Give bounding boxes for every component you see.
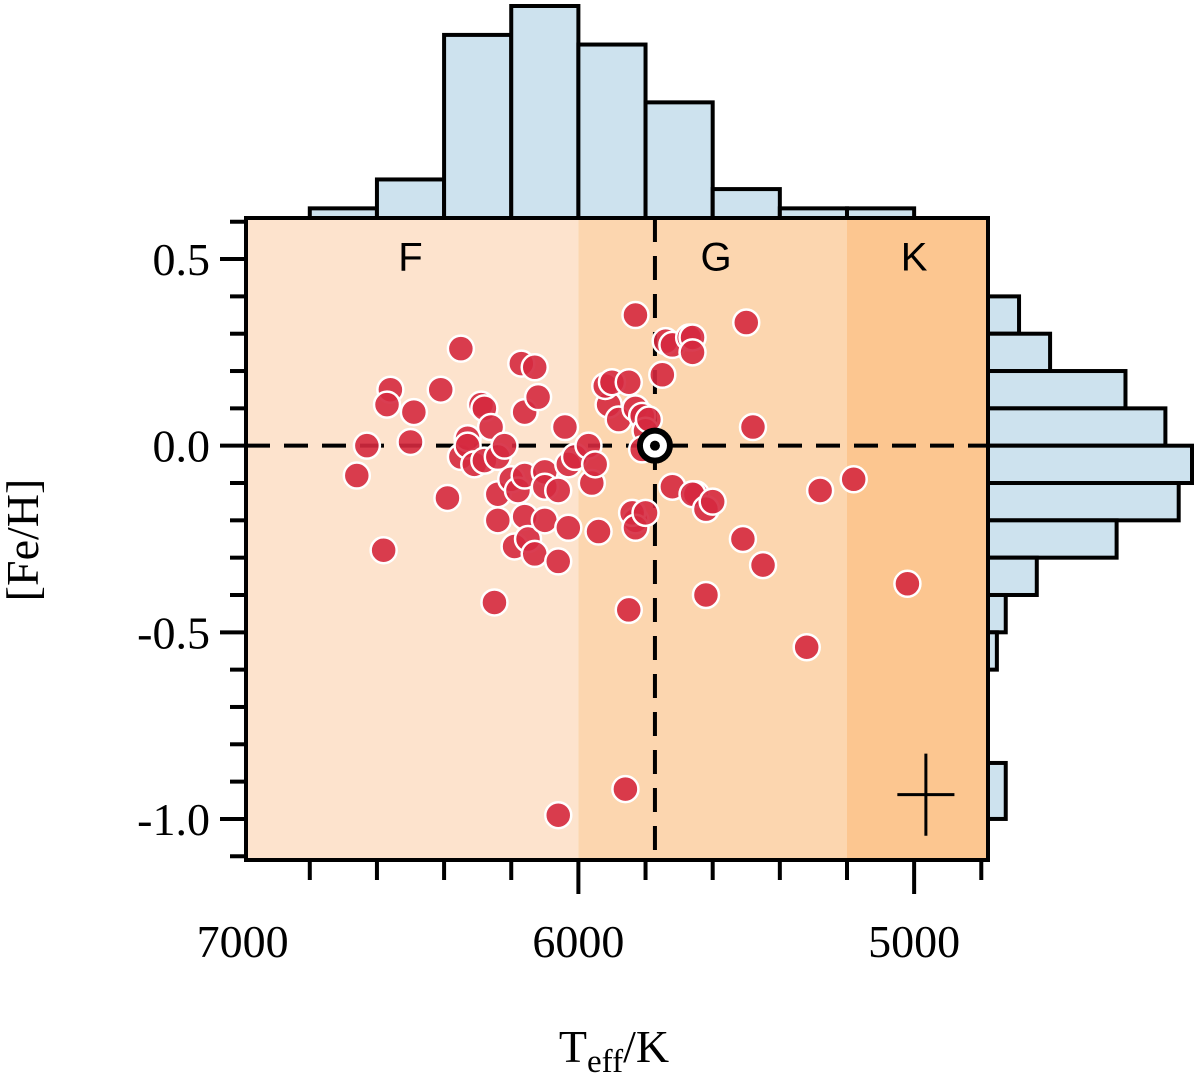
- feh-histogram-bar: [986, 406, 1168, 448]
- x-axis-label-sub: eff: [587, 1044, 623, 1078]
- x-tick-label: 5000: [868, 916, 960, 967]
- feh-histogram-bar: [986, 331, 1053, 374]
- star-point: [342, 461, 372, 490]
- x-tick-label: 6000: [532, 916, 624, 967]
- typical-error-bar: [897, 753, 955, 836]
- x-tick-label: 7000: [197, 916, 289, 967]
- star-point: [480, 588, 509, 617]
- teff-histogram-bar: [777, 206, 849, 220]
- star-point: [580, 450, 610, 479]
- star-point: [691, 580, 721, 610]
- teff-histogram-bar: [844, 206, 917, 220]
- star-point: [611, 774, 640, 804]
- x-axis-label-main: T: [559, 1021, 587, 1072]
- teff-histogram: [307, 4, 917, 221]
- star-point: [648, 360, 677, 390]
- star-point: [483, 506, 513, 535]
- region-g: [578, 218, 847, 860]
- feh-histogram-bar: [986, 760, 1008, 821]
- star-point: [893, 569, 922, 599]
- y-axis-label: [Fe/H]: [0, 479, 48, 602]
- region-label-g: G: [700, 235, 731, 279]
- star-point: [732, 308, 761, 337]
- feh-histogram-bar: [986, 369, 1128, 411]
- star-point: [738, 412, 768, 442]
- x-axis-ticks: 7000 6000 5000: [197, 860, 984, 967]
- y-tick-label: -1.0: [137, 794, 210, 845]
- star-point: [490, 431, 519, 460]
- y-tick-label: 0.0: [153, 421, 211, 472]
- star-point: [396, 427, 425, 457]
- star-point: [839, 465, 868, 494]
- region-label-f: F: [398, 235, 422, 279]
- star-point: [369, 535, 398, 565]
- spectral-type-regions: [246, 218, 988, 860]
- teff-histogram-bar: [509, 4, 581, 220]
- region-k: [846, 218, 988, 860]
- y-tick-label: 0.5: [153, 234, 211, 285]
- star-point: [543, 476, 573, 505]
- feh-histogram: [986, 294, 1194, 821]
- star-points: [342, 300, 922, 830]
- star-point: [698, 487, 727, 516]
- star-point: [748, 550, 778, 580]
- star-point: [614, 595, 644, 625]
- star-point: [352, 431, 382, 460]
- feh-histogram-bar: [986, 294, 1022, 336]
- star-point: [792, 632, 821, 662]
- teff-histogram-bar: [374, 177, 447, 220]
- star-point: [399, 397, 429, 427]
- star-point: [621, 300, 650, 330]
- feh-histogram-bar: [986, 630, 999, 672]
- star-point: [446, 334, 476, 363]
- star-point: [550, 412, 580, 442]
- star-point: [543, 800, 573, 830]
- sun-dot: [649, 440, 660, 451]
- region-label-k: K: [901, 235, 928, 279]
- feh-histogram-bar: [986, 481, 1181, 523]
- star-point: [433, 483, 462, 513]
- star-point: [728, 524, 758, 554]
- star-point: [543, 547, 573, 576]
- x-axis-label: Teff/K: [559, 1021, 669, 1078]
- star-point: [426, 375, 455, 404]
- star-point: [520, 539, 549, 569]
- feh-histogram-bar: [986, 555, 1039, 597]
- star-point: [530, 506, 560, 535]
- sun-symbol: [636, 427, 673, 464]
- star-point: [678, 338, 707, 367]
- feh-histogram-bar: [986, 592, 1008, 635]
- star-point: [523, 382, 553, 412]
- star-point: [372, 390, 402, 419]
- star-point: [554, 513, 583, 543]
- feh-histogram-bar: [986, 443, 1194, 486]
- star-point: [805, 476, 835, 505]
- star-point: [584, 517, 613, 546]
- y-axis-ticks: 0.5 0.0 -0.5 -1.0: [137, 219, 246, 859]
- teff-histogram-bar: [307, 206, 379, 220]
- star-point: [614, 367, 644, 397]
- x-axis-label-suffix: /K: [623, 1021, 669, 1072]
- teff-histogram-bar: [710, 187, 782, 221]
- teff-histogram-bar: [576, 42, 648, 220]
- teff-histogram-bar: [442, 32, 514, 221]
- star-point: [631, 498, 660, 528]
- feh-histogram-bar: [986, 518, 1119, 560]
- star-point: [520, 353, 549, 382]
- y-tick-label: -0.5: [137, 607, 210, 658]
- teff-histogram-bar: [643, 100, 715, 220]
